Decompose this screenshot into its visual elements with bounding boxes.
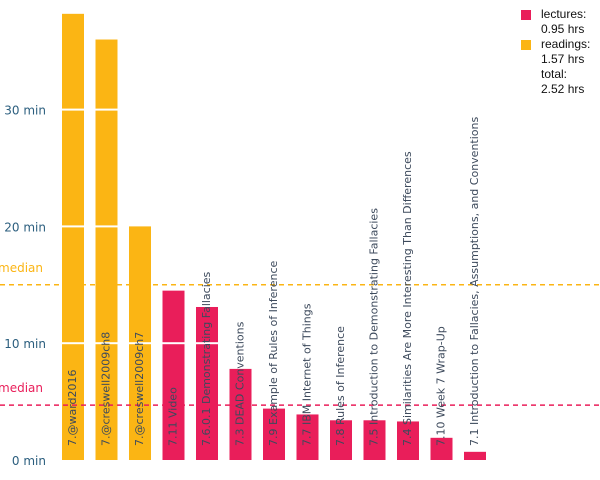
bar-lectures xyxy=(397,421,419,460)
bar-label: 7.4 Similarities Are More Interesting Th… xyxy=(401,151,414,446)
legend-swatch-lectures xyxy=(521,10,531,20)
legend-item-readings: readings: 1.57 hrs xyxy=(521,37,599,67)
bar-label: 7.1 Introduction to Fallacies, Assumptio… xyxy=(468,117,481,446)
bar-lectures xyxy=(263,408,285,460)
legend-value-total: 2.52 hrs xyxy=(541,82,585,96)
bar-segment-gap xyxy=(62,108,84,111)
y-axis-ticks: 0 min 10 min 20 min 30 min xyxy=(4,104,46,468)
bar-segment-gaps xyxy=(62,108,218,345)
bar-segment-gap xyxy=(196,342,218,345)
legend-label-lectures: lectures: xyxy=(541,7,587,21)
legend-item-lectures: lectures: 0.95 hrs xyxy=(521,7,599,37)
median-lines: median median xyxy=(0,261,600,406)
legend-label-readings: readings: xyxy=(541,37,591,51)
bars xyxy=(62,13,486,461)
bar-segment-gap xyxy=(62,342,84,345)
bar-segment-gap xyxy=(95,108,118,111)
bar-label: 7.11 Video xyxy=(167,387,180,446)
bar-label: 7.7 IBM Internet of Things xyxy=(301,303,314,446)
legend-label-total: total: xyxy=(541,67,568,81)
bar-label: 7.@creswell2009ch7 xyxy=(133,332,146,446)
bar-lectures xyxy=(330,420,352,460)
legend-swatch-readings xyxy=(521,40,531,50)
bar-lectures xyxy=(430,437,453,460)
bar-segment-gap xyxy=(95,225,118,228)
bar-label: 7.@ward2016 xyxy=(66,369,79,446)
bar-segment-gap xyxy=(129,342,151,345)
bar-label: 7.9 Example of Rules of Inference xyxy=(267,260,280,446)
bar-label: 7.6.0.1 Demonstrating Fallacies xyxy=(200,271,213,446)
bar-lectures xyxy=(196,306,218,460)
legend-value-lectures: 0.95 hrs xyxy=(541,22,585,36)
bar-lectures xyxy=(162,290,185,460)
bar-lectures xyxy=(229,368,252,460)
bar-segment-gap xyxy=(162,342,185,345)
legend: lectures: 0.95 hrs readings: 1.57 hrs to… xyxy=(521,7,599,97)
bar-label: 7.8 Rules of Inference xyxy=(334,326,347,446)
bar-label: 7.10 Week 7 Wrap-Up xyxy=(435,326,448,446)
bar-segment-gap xyxy=(62,225,84,228)
median-label-readings: median xyxy=(0,261,43,275)
bar-label: 7.@creswell2009ch8 xyxy=(100,332,113,446)
bar-readings xyxy=(95,39,118,461)
bar-label: 7.3 DEAD Conventions xyxy=(234,321,247,446)
y-tick-label: 10 min xyxy=(4,337,46,351)
y-tick-label: 20 min xyxy=(4,220,46,234)
bar-lectures xyxy=(363,420,386,460)
bar-readings xyxy=(62,13,84,460)
bar-label: 7.5 Introduction to Demonstrating Fallac… xyxy=(368,208,381,446)
y-tick-label: 30 min xyxy=(4,104,46,118)
bar-labels: 7.@ward2016 7.@creswell2009ch8 7.@creswell… xyxy=(66,117,481,446)
y-tick-label: 0 min xyxy=(12,454,46,468)
bar-segment-gap xyxy=(95,342,118,345)
bar-lectures xyxy=(296,414,319,460)
legend-value-readings: 1.57 hrs xyxy=(541,52,585,66)
bar-lectures xyxy=(464,451,486,460)
median-label-lectures: median xyxy=(0,381,43,395)
legend-item-total: total: 2.52 hrs xyxy=(521,67,599,97)
